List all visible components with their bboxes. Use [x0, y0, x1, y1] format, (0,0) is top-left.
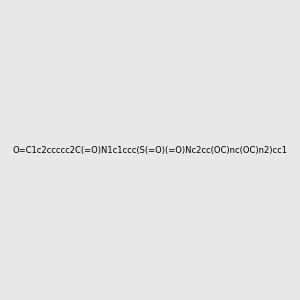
Text: O=C1c2ccccc2C(=O)N1c1ccc(S(=O)(=O)Nc2cc(OC)nc(OC)n2)cc1: O=C1c2ccccc2C(=O)N1c1ccc(S(=O)(=O)Nc2cc(… [13, 146, 287, 154]
